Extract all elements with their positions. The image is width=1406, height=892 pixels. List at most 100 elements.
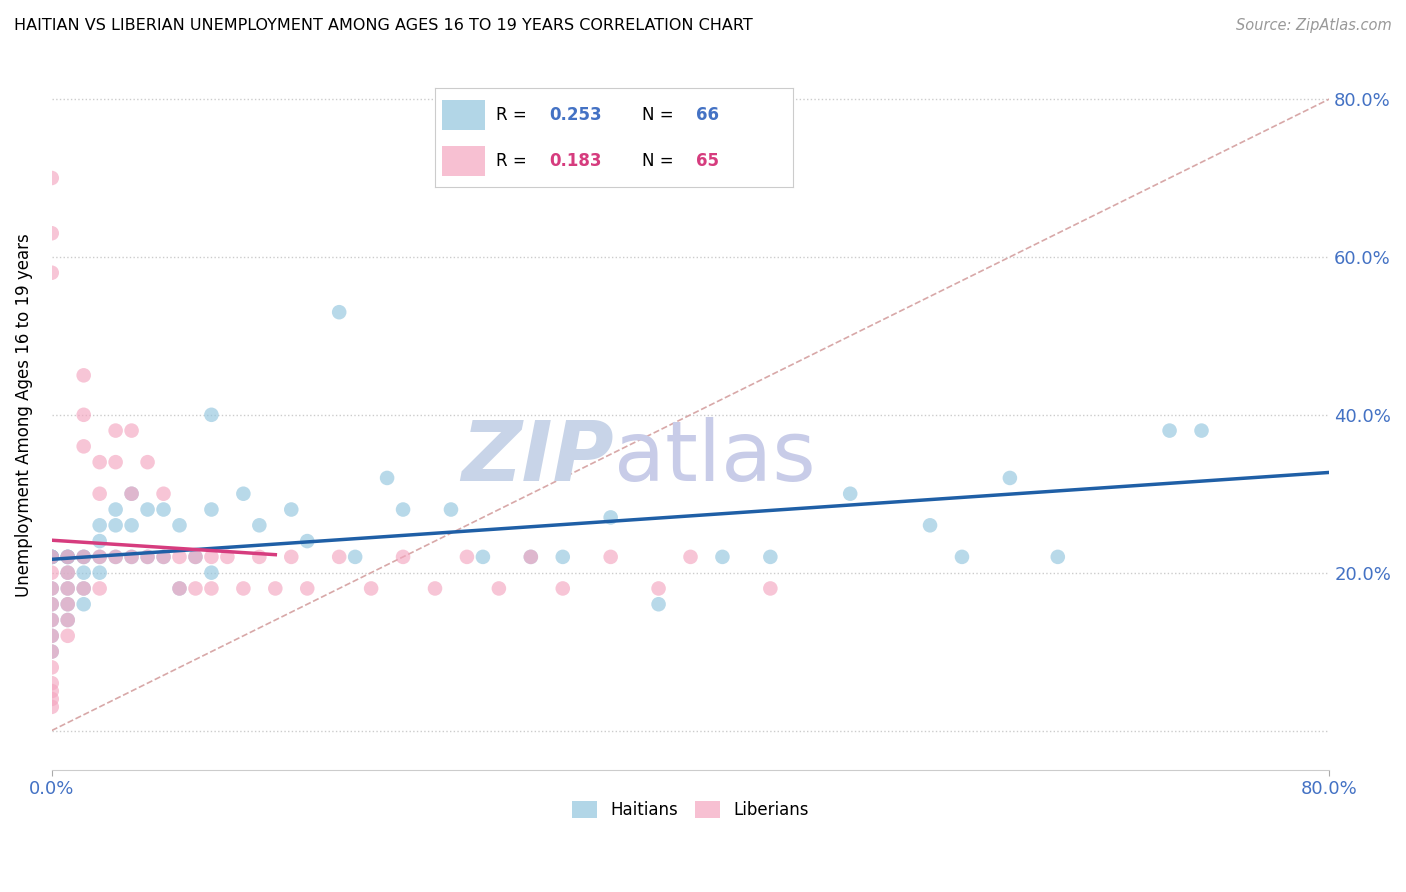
Point — [759, 549, 782, 564]
Point — [73, 549, 96, 564]
Point — [297, 582, 319, 596]
Point — [73, 408, 96, 422]
Point — [136, 549, 159, 564]
Point — [41, 597, 63, 611]
Point — [200, 502, 222, 516]
Point — [41, 226, 63, 240]
Point — [184, 549, 207, 564]
Point — [89, 487, 111, 501]
Point — [41, 566, 63, 580]
Point — [104, 549, 127, 564]
Point — [56, 549, 79, 564]
Point — [344, 549, 367, 564]
Point — [56, 613, 79, 627]
Point — [184, 582, 207, 596]
Point — [56, 582, 79, 596]
Point — [599, 549, 621, 564]
Point — [89, 518, 111, 533]
Point — [41, 549, 63, 564]
Point — [41, 549, 63, 564]
Text: HAITIAN VS LIBERIAN UNEMPLOYMENT AMONG AGES 16 TO 19 YEARS CORRELATION CHART: HAITIAN VS LIBERIAN UNEMPLOYMENT AMONG A… — [14, 18, 752, 33]
Point — [1046, 549, 1069, 564]
Point — [104, 424, 127, 438]
Point — [918, 518, 941, 533]
Point — [41, 613, 63, 627]
Text: Source: ZipAtlas.com: Source: ZipAtlas.com — [1236, 18, 1392, 33]
Point — [41, 629, 63, 643]
Point — [41, 692, 63, 706]
Point — [89, 534, 111, 549]
Point — [264, 582, 287, 596]
Point — [392, 549, 415, 564]
Point — [56, 597, 79, 611]
Point — [136, 455, 159, 469]
Point — [41, 597, 63, 611]
Point — [73, 582, 96, 596]
Point — [679, 549, 702, 564]
Point — [121, 549, 143, 564]
Point — [56, 566, 79, 580]
Point — [73, 597, 96, 611]
Point — [200, 549, 222, 564]
Point — [711, 549, 734, 564]
Point — [104, 549, 127, 564]
Point — [152, 487, 174, 501]
Point — [56, 549, 79, 564]
Point — [998, 471, 1021, 485]
Point — [647, 582, 669, 596]
Point — [56, 629, 79, 643]
Point — [280, 549, 302, 564]
Point — [73, 582, 96, 596]
Point — [169, 582, 191, 596]
Point — [200, 566, 222, 580]
Point — [121, 487, 143, 501]
Point — [121, 487, 143, 501]
Y-axis label: Unemployment Among Ages 16 to 19 years: Unemployment Among Ages 16 to 19 years — [15, 233, 32, 597]
Point — [41, 644, 63, 658]
Point — [647, 597, 669, 611]
Point — [551, 582, 574, 596]
Point — [184, 549, 207, 564]
Point — [328, 549, 350, 564]
Point — [41, 684, 63, 698]
Point — [121, 424, 143, 438]
Point — [41, 676, 63, 690]
Point — [89, 582, 111, 596]
Point — [136, 502, 159, 516]
Point — [41, 171, 63, 186]
Point — [950, 549, 973, 564]
Point — [488, 582, 510, 596]
Point — [169, 518, 191, 533]
Point — [56, 549, 79, 564]
Point — [41, 549, 63, 564]
Point — [169, 549, 191, 564]
Point — [104, 502, 127, 516]
Point — [520, 549, 543, 564]
Point — [41, 629, 63, 643]
Point — [599, 510, 621, 524]
Point — [152, 549, 174, 564]
Point — [56, 582, 79, 596]
Point — [41, 549, 63, 564]
Point — [152, 502, 174, 516]
Point — [1191, 424, 1213, 438]
Point — [121, 549, 143, 564]
Point — [73, 368, 96, 383]
Point — [89, 455, 111, 469]
Point — [280, 502, 302, 516]
Point — [89, 566, 111, 580]
Point — [41, 549, 63, 564]
Point — [551, 549, 574, 564]
Point — [41, 266, 63, 280]
Point — [121, 518, 143, 533]
Point — [104, 455, 127, 469]
Point — [759, 582, 782, 596]
Point — [232, 582, 254, 596]
Point — [169, 582, 191, 596]
Point — [328, 305, 350, 319]
Point — [423, 582, 446, 596]
Point — [232, 487, 254, 501]
Point — [297, 534, 319, 549]
Point — [56, 613, 79, 627]
Point — [200, 582, 222, 596]
